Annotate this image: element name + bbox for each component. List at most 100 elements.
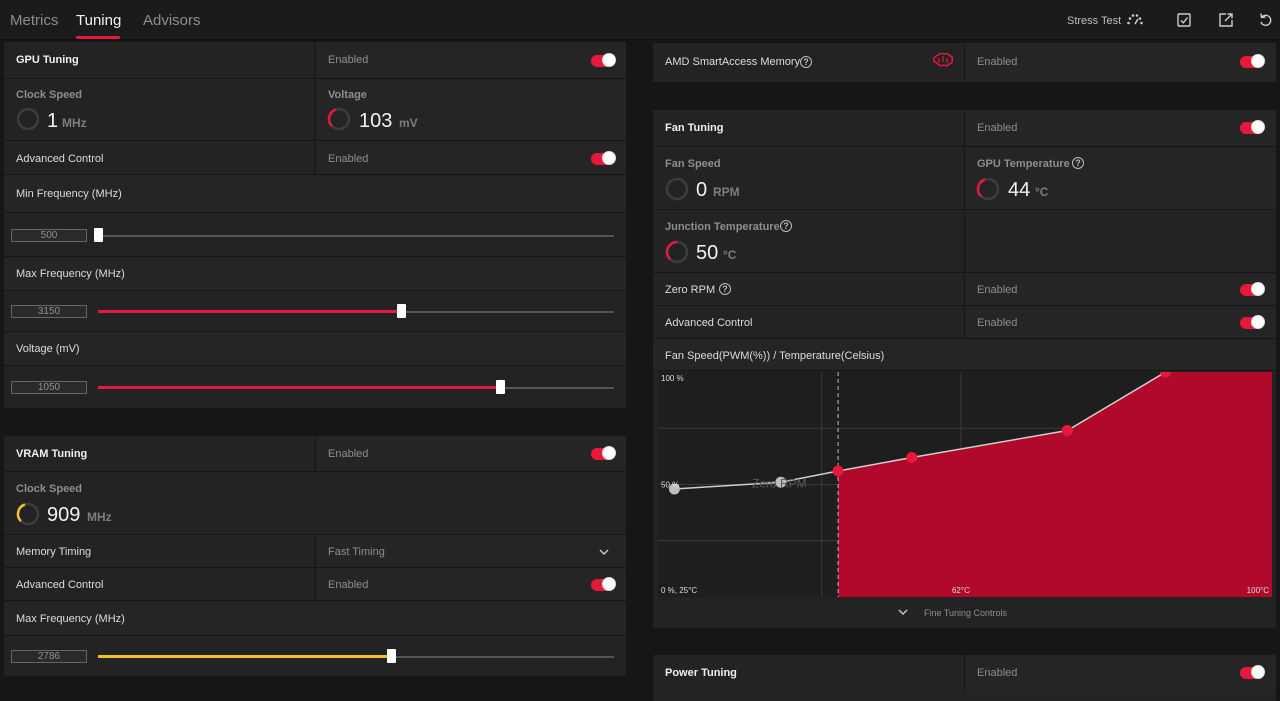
gpu-tuning-header: GPU Tuning Enabled: [4, 42, 626, 79]
junction-temperature-value: 50: [696, 242, 719, 264]
x-tick-label-62: 62°C: [952, 586, 970, 595]
memory-timing-label: Memory Timing: [16, 546, 92, 558]
fan-tuning-title: Fan Tuning: [665, 122, 724, 134]
tab-metrics[interactable]: Metrics: [10, 12, 59, 29]
gpu-advanced-control-row: Advanced Control Enabled: [4, 142, 626, 175]
max-frequency-fill: [98, 310, 402, 313]
min-frequency-label: Min Frequency (MHz): [16, 188, 122, 200]
power-tuning-panel: Power Tuning Enabled: [653, 655, 1276, 701]
gpu-advanced-control-toggle[interactable]: [591, 151, 616, 165]
voltage-thumb[interactable]: [495, 380, 505, 394]
fan-advanced-control-toggle[interactable]: [1240, 315, 1265, 329]
vram-max-frequency-thumb[interactable]: [387, 649, 397, 663]
fan-speed-label: Fan Speed: [665, 158, 721, 170]
help-icon[interactable]: ?: [780, 220, 792, 232]
chevron-down-icon[interactable]: [598, 546, 610, 558]
max-frequency-thumb[interactable]: [397, 304, 407, 318]
help-icon[interactable]: ?: [1072, 157, 1084, 169]
vram-max-frequency-label-row: Max Frequency (MHz): [4, 602, 626, 636]
y-tick-label-100: 100 %: [661, 374, 684, 383]
y-tick-label-50: 50 %: [661, 481, 679, 490]
junction-temperature-label: Junction Temperature: [665, 221, 780, 233]
vram-clock-speed-label: Clock Speed: [16, 483, 83, 495]
max-frequency-label-row: Max Frequency (MHz): [4, 258, 626, 291]
gpu-tuning-toggle[interactable]: [591, 53, 616, 67]
active-tab-indicator: [76, 36, 120, 39]
smart-access-memory-label: AMD SmartAccess Memory: [665, 56, 801, 68]
vram-tuning-toggle[interactable]: [591, 446, 616, 460]
fan-metrics-row: Fan Speed 0 RPM GPU Temperature ? 44 °C: [653, 148, 1276, 210]
brain-icon: [932, 53, 954, 67]
vram-advanced-control-status: Enabled: [328, 579, 369, 591]
vram-advanced-control-row: Advanced Control Enabled: [4, 569, 626, 601]
x-tick-label-100: 100°C: [1247, 586, 1270, 595]
stress-test-label[interactable]: Stress Test: [1067, 15, 1122, 27]
clock-speed-gauge-icon: [16, 107, 40, 131]
min-frequency-track[interactable]: [98, 235, 614, 237]
fan-curve-point[interactable]: [668, 483, 680, 495]
tab-tuning[interactable]: Tuning: [76, 12, 122, 29]
fan-curve-point[interactable]: [832, 465, 844, 477]
gpu-advanced-control-label: Advanced Control: [16, 153, 104, 165]
export-icon[interactable]: [1217, 11, 1235, 29]
help-icon[interactable]: ?: [800, 56, 812, 68]
smart-access-memory-toggle[interactable]: [1240, 54, 1265, 68]
gpu-metrics-row: Clock Speed 1 MHz Voltage 103 mV: [4, 80, 626, 141]
max-frequency-label: Max Frequency (MHz): [16, 268, 125, 280]
zero-rpm-toggle[interactable]: [1240, 282, 1265, 296]
gpu-tuning-panel: GPU Tuning Enabled Clock Speed 1 MHz Vol…: [4, 42, 626, 408]
vram-tuning-panel: VRAM Tuning Enabled Clock Speed 909 MHz …: [4, 436, 626, 676]
fine-tuning-row: Fine Tuning Controls: [653, 597, 1276, 628]
fan-speed-unit: RPM: [713, 185, 740, 199]
voltage-slider-label: Voltage (mV): [16, 343, 80, 355]
fan-advanced-control-label: Advanced Control: [665, 317, 753, 329]
fan-speed-value: 0: [696, 179, 708, 201]
max-frequency-input[interactable]: 3150: [11, 305, 87, 318]
vram-clock-gauge-icon: [16, 502, 40, 526]
voltage-input[interactable]: 1050: [11, 381, 87, 394]
vram-advanced-control-toggle[interactable]: [591, 577, 616, 591]
fan-curve-point[interactable]: [906, 452, 918, 463]
smart-access-memory-panel: AMD SmartAccess Memory ? Enabled: [653, 43, 1276, 82]
voltage-slider-row: 1050: [4, 367, 626, 408]
vram-tuning-title: VRAM Tuning: [16, 448, 88, 460]
voltage-gauge-icon: [327, 107, 351, 131]
help-icon[interactable]: ?: [719, 283, 731, 295]
min-frequency-input[interactable]: 500: [11, 229, 87, 242]
tab-advisors[interactable]: Advisors: [143, 12, 201, 29]
vram-metrics-row: Clock Speed 909 MHz: [4, 473, 626, 535]
fan-curve-point[interactable]: [1160, 372, 1172, 378]
zero-rpm-row: Zero RPM ? Enabled: [653, 274, 1276, 306]
fan-curve-line: [674, 372, 1166, 490]
memory-timing-dropdown[interactable]: Fast Timing: [328, 546, 385, 558]
fan-curve-point[interactable]: [1061, 425, 1073, 436]
vram-max-frequency-slider-row: 2786: [4, 637, 626, 676]
power-tuning-title: Power Tuning: [665, 667, 737, 679]
smart-access-memory-status: Enabled: [977, 56, 1018, 68]
zero-rpm-label: Zero RPM: [665, 284, 716, 296]
gauge-icon[interactable]: [1126, 11, 1144, 29]
fan-curve-point[interactable]: [775, 476, 787, 488]
save-profile-icon[interactable]: [1175, 11, 1193, 29]
junction-temperature-row: Junction Temperature ? 50 °C: [653, 211, 1276, 273]
fine-tuning-controls-link[interactable]: Fine Tuning Controls: [924, 608, 1008, 618]
gpu-advanced-control-status: Enabled: [328, 153, 369, 165]
fan-curve-chart[interactable]: 100 % 50 % 0 %, 25°C 62°C 100°C Zero RPM: [658, 372, 1272, 597]
fan-tuning-panel: Fan Tuning Enabled Fan Speed 0 RPM GPU T…: [653, 110, 1276, 628]
vram-tuning-header: VRAM Tuning Enabled: [4, 436, 626, 472]
power-tuning-toggle[interactable]: [1240, 665, 1265, 679]
fan-tuning-toggle[interactable]: [1240, 120, 1265, 134]
min-frequency-thumb[interactable]: [94, 228, 103, 242]
gpu-tuning-status: Enabled: [328, 54, 369, 66]
fan-tuning-header: Fan Tuning Enabled: [653, 110, 1276, 147]
fan-curve-area: [838, 372, 1272, 597]
fan-curve-title-row: Fan Speed(PWM(%)) / Temperature(Celsius): [653, 340, 1276, 371]
voltage-slider-label-row: Voltage (mV): [4, 333, 626, 366]
voltage-value: 103: [359, 110, 393, 132]
reset-icon[interactable]: [1257, 11, 1275, 29]
power-tuning-status: Enabled: [977, 667, 1018, 679]
vram-max-frequency-input[interactable]: 2786: [11, 650, 87, 663]
gpu-temperature-label: GPU Temperature: [977, 158, 1070, 170]
chevron-down-icon[interactable]: [897, 606, 909, 618]
fan-tuning-status: Enabled: [977, 122, 1018, 134]
